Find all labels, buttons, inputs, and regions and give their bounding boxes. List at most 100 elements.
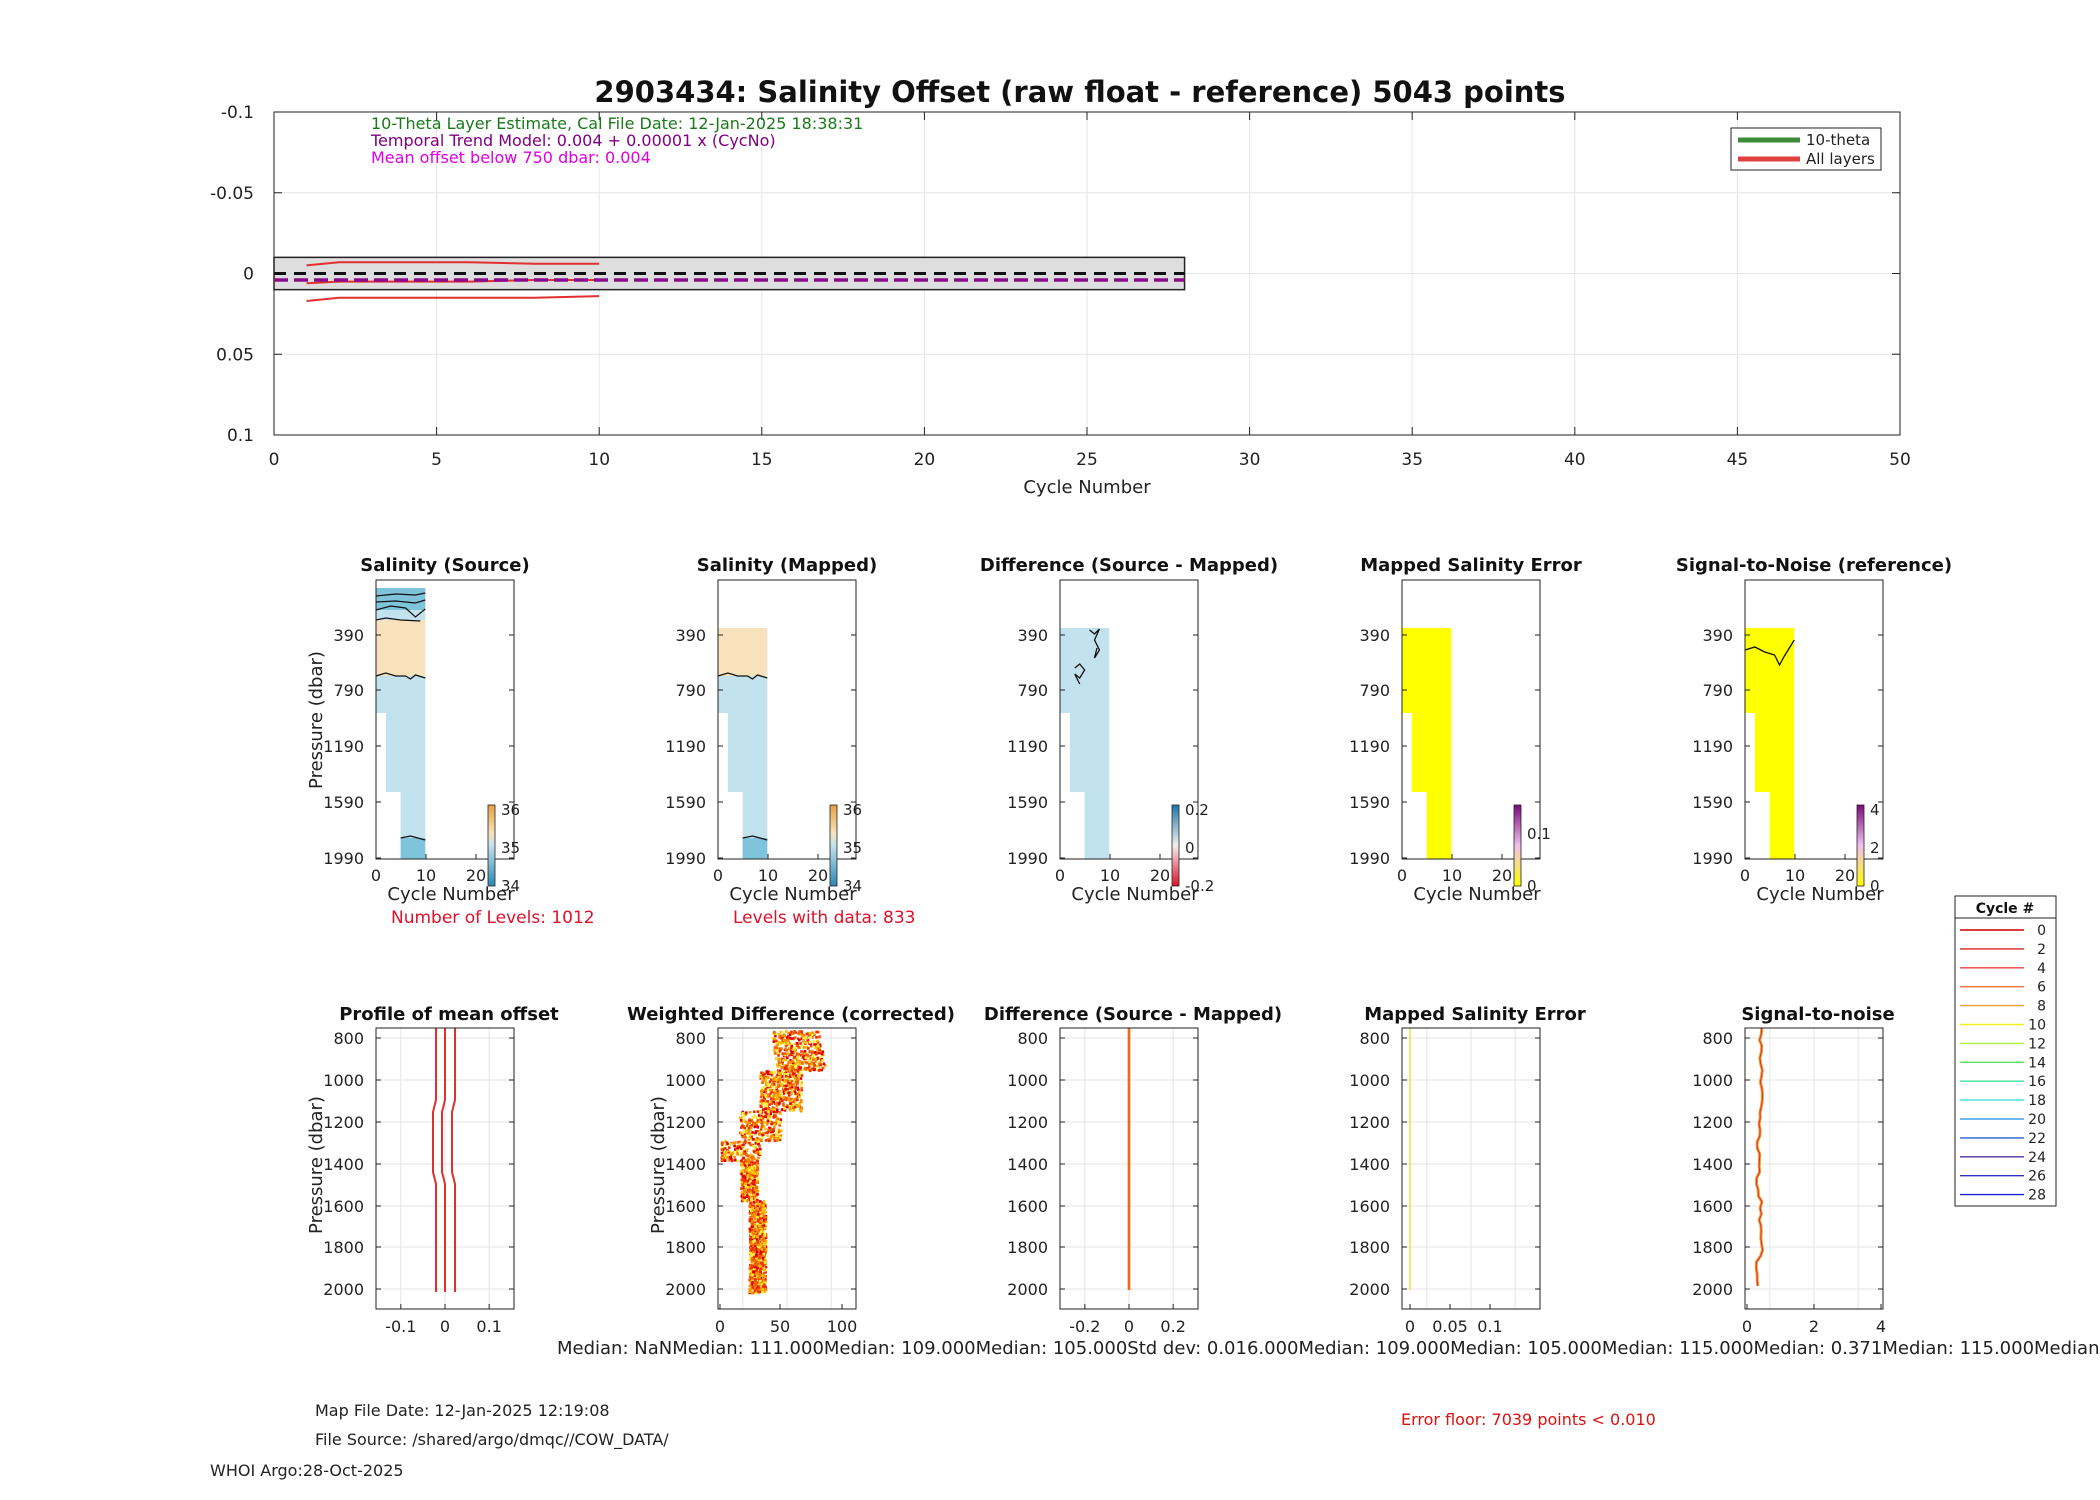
weighted-difference-point — [761, 1071, 765, 1075]
weighted-difference-point — [760, 1120, 764, 1124]
weighted-difference-point — [762, 1221, 765, 1224]
row2-y-tick-label: 800 — [675, 1029, 706, 1048]
weighted-difference-point — [803, 1067, 807, 1071]
weighted-difference-point — [756, 1166, 759, 1169]
all-layers-line — [306, 261, 600, 267]
weighted-difference-point — [797, 1071, 801, 1075]
error-floor-note: Error floor: 7039 points < 0.010 — [1401, 1410, 1656, 1429]
weighted-difference-point — [786, 1038, 789, 1042]
weighted-difference-point — [756, 1263, 759, 1266]
weighted-difference-point — [777, 1054, 780, 1057]
weighted-difference-point — [741, 1132, 745, 1135]
top-x-tick-label: 10 — [588, 450, 610, 470]
weighted-difference-point — [761, 1277, 765, 1280]
weighted-difference-point — [788, 1042, 791, 1045]
weighted-difference-point — [822, 1062, 826, 1066]
weighted-difference-point — [778, 1138, 782, 1141]
weighted-difference-point — [790, 1070, 794, 1073]
weighted-difference-point — [753, 1237, 756, 1241]
weighted-difference-point — [767, 1107, 771, 1111]
weighted-difference-point — [758, 1237, 762, 1240]
weighted-difference-point — [778, 1112, 782, 1116]
weighted-difference-point — [744, 1111, 748, 1114]
weighted-difference-point — [782, 1084, 786, 1088]
row1-y-tick-label: 1590 — [1007, 793, 1048, 812]
weighted-difference-point — [759, 1246, 763, 1250]
weighted-difference-point — [775, 1107, 779, 1111]
weighted-difference-point — [784, 1098, 788, 1102]
weighted-difference-point — [749, 1241, 752, 1244]
weighted-difference-point — [760, 1093, 764, 1096]
weighted-difference-point — [767, 1110, 770, 1114]
weighted-difference-point — [784, 1075, 788, 1078]
weighted-difference-point — [729, 1154, 733, 1157]
weighted-difference-point — [773, 1046, 777, 1050]
weighted-difference-point — [763, 1234, 767, 1237]
row2-y-axis-label: Pressure (dbar) — [648, 1096, 669, 1234]
row2-x-tick-label: -0.2 — [1069, 1317, 1100, 1336]
weighted-difference-point — [762, 1280, 765, 1284]
weighted-difference-point — [758, 1229, 761, 1232]
weighted-difference-point — [739, 1145, 743, 1149]
weighted-difference-point — [753, 1271, 756, 1274]
row2-y-tick-label: 1600 — [1692, 1197, 1733, 1216]
weighted-difference-point — [777, 1091, 780, 1095]
weighted-difference-point — [798, 1060, 802, 1063]
weighted-difference-point — [809, 1042, 813, 1046]
weighted-difference-point — [760, 1077, 764, 1081]
cycle-legend-label: 18 — [2028, 1093, 2046, 1109]
weighted-difference-point — [796, 1098, 799, 1102]
weighted-difference-point — [808, 1034, 812, 1037]
weighted-difference-point — [761, 1133, 764, 1137]
row2-y-tick-label: 2000 — [1349, 1280, 1390, 1299]
weighted-difference-point — [771, 1106, 775, 1109]
weighted-difference-point — [743, 1187, 747, 1191]
cycle-legend-label: 28 — [2028, 1188, 2046, 1204]
weighted-difference-point — [755, 1287, 758, 1291]
weighted-difference-point — [787, 1031, 791, 1035]
weighted-difference-point — [768, 1103, 771, 1106]
weighted-difference-point — [751, 1264, 754, 1267]
weighted-difference-point — [763, 1231, 766, 1235]
weighted-difference-point — [764, 1115, 767, 1118]
weighted-difference-point — [761, 1207, 765, 1211]
weighted-difference-point — [815, 1065, 818, 1068]
weighted-difference-point — [761, 1246, 764, 1250]
weighted-difference-point — [756, 1272, 760, 1275]
weighted-difference-point — [746, 1199, 750, 1202]
weighted-difference-point — [794, 1087, 798, 1090]
weighted-difference-point — [767, 1070, 771, 1073]
weighted-difference-point — [746, 1188, 750, 1192]
weighted-difference-point — [761, 1100, 765, 1103]
weighted-difference-point — [788, 1087, 792, 1090]
weighted-difference-point — [759, 1132, 762, 1135]
weighted-difference-point — [746, 1164, 750, 1168]
weighted-difference-point — [726, 1154, 729, 1158]
weighted-difference-point — [750, 1166, 754, 1170]
weighted-difference-point — [776, 1137, 780, 1140]
top-annotation: Temporal Trend Model: 0.004 + 0.00001 x … — [370, 131, 776, 150]
weighted-difference-point — [764, 1251, 767, 1255]
top-x-tick-label: 50 — [1889, 450, 1911, 470]
row2-panel-title: Mapped Salinity Error — [1364, 1004, 1586, 1025]
weighted-difference-point — [754, 1277, 758, 1281]
weighted-difference-point — [758, 1144, 761, 1148]
weighted-difference-point — [748, 1169, 751, 1172]
weighted-difference-point — [742, 1141, 745, 1145]
salinity-contour — [742, 835, 768, 841]
weighted-difference-point — [730, 1158, 733, 1161]
weighted-difference-point — [800, 1053, 804, 1056]
weighted-difference-point — [744, 1193, 748, 1197]
row1-y-tick-label: 1190 — [665, 737, 706, 756]
weighted-difference-point — [748, 1141, 751, 1145]
weighted-difference-point — [761, 1288, 765, 1291]
top-x-tick-label: 0 — [269, 450, 280, 470]
weighted-difference-point — [771, 1078, 774, 1082]
weighted-difference-point — [779, 1099, 782, 1103]
row1-panel-title: Difference (Source - Mapped) — [980, 555, 1278, 576]
weighted-difference-point — [774, 1052, 777, 1055]
weighted-difference-point — [740, 1191, 744, 1194]
top-x-axis-label: Cycle Number — [1023, 477, 1151, 498]
weighted-difference-point — [760, 1227, 763, 1231]
top-x-tick-label: 20 — [914, 450, 936, 470]
